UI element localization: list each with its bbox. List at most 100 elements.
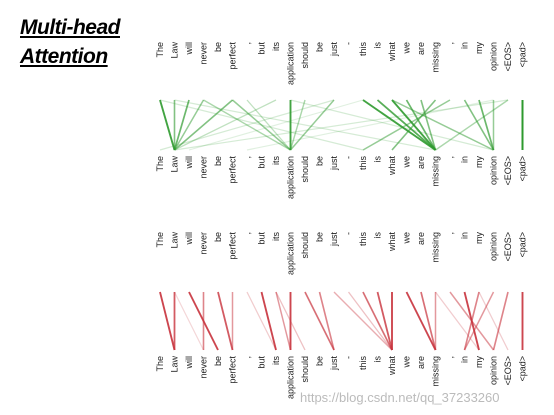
attention-link — [159, 99, 335, 151]
attention-link — [391, 99, 437, 151]
token-label: , — [242, 42, 252, 45]
token-label: <EOS> — [503, 232, 513, 262]
token-label: - — [344, 232, 354, 235]
attention-link — [275, 291, 306, 351]
attention-link — [173, 291, 205, 351]
token-label: is — [373, 156, 383, 163]
attention-link — [159, 291, 176, 351]
token-label: perfect — [228, 356, 238, 384]
token-label: <pad> — [518, 156, 528, 182]
token-label: its — [271, 232, 281, 242]
attention-link — [420, 291, 437, 351]
attention-link — [174, 99, 436, 151]
token-label: perfect — [228, 42, 238, 70]
attention-link — [478, 99, 495, 151]
token-label: should — [300, 356, 310, 383]
token-label: my — [474, 356, 484, 368]
attention-link — [246, 291, 277, 351]
token-label: Law — [170, 232, 180, 249]
token-label: <pad> — [518, 42, 528, 68]
token-label: this — [358, 156, 368, 171]
token-label: be — [315, 42, 325, 52]
token-label: we — [402, 156, 412, 169]
token-label: is — [373, 42, 383, 49]
token-label: we — [402, 42, 412, 55]
attention-link — [174, 99, 277, 151]
token-label: application — [286, 232, 296, 275]
token-label: opinion — [489, 42, 499, 71]
token-label: but — [257, 232, 267, 245]
token-label: - — [344, 42, 354, 45]
token-label: this — [358, 356, 368, 371]
token-label: its — [271, 156, 281, 166]
attention-link — [347, 291, 393, 351]
token-label: we — [402, 356, 412, 369]
attention-link — [275, 291, 292, 351]
token-label: will — [184, 232, 194, 246]
token-label: application — [286, 356, 296, 399]
token-label: are — [416, 232, 426, 245]
attention-link — [478, 291, 509, 351]
attention-link — [362, 99, 437, 151]
token-label: , — [445, 232, 455, 235]
token-label: just — [329, 232, 339, 248]
token-label: , — [445, 156, 455, 159]
token-label: my — [474, 156, 484, 168]
token-label: missing — [431, 42, 441, 73]
token-label: are — [416, 156, 426, 169]
attention-link — [362, 291, 393, 351]
token-label: be — [213, 42, 223, 52]
token-label: perfect — [228, 232, 238, 260]
token-label: just — [329, 356, 339, 372]
title-line: Multi-head — [20, 16, 121, 39]
token-label: application — [286, 156, 296, 199]
token-label: in — [460, 156, 470, 163]
attention-link — [333, 291, 393, 351]
token-label: The — [155, 232, 165, 248]
token-label: we — [402, 232, 412, 245]
attention-link — [405, 291, 437, 351]
token-label: be — [315, 232, 325, 242]
attention-link — [246, 99, 291, 151]
attention-link — [174, 99, 509, 151]
token-label: never — [199, 156, 209, 179]
token-label: Law — [170, 156, 180, 173]
token-label: but — [257, 156, 267, 169]
attention-link — [391, 99, 494, 151]
token-label: - — [344, 356, 354, 359]
token-label: my — [474, 42, 484, 54]
token-label: what — [387, 156, 397, 177]
token-label: , — [242, 356, 252, 359]
token-label: <EOS> — [503, 356, 513, 386]
token-label: this — [358, 42, 368, 57]
attention-link — [173, 99, 205, 151]
token-label: this — [358, 232, 368, 247]
token-label: <pad> — [518, 356, 528, 382]
token-label: never — [199, 356, 209, 379]
token-label: just — [329, 42, 339, 58]
token-label: Law — [170, 42, 180, 59]
token-label: never — [199, 42, 209, 65]
attention-link — [362, 99, 451, 151]
token-label: just — [329, 156, 339, 172]
token-label: in — [460, 356, 470, 363]
attention-link — [435, 291, 480, 351]
attention-link — [232, 99, 291, 151]
token-label: be — [213, 156, 223, 166]
token-label: , — [242, 156, 252, 159]
token-label: application — [286, 42, 296, 85]
token-label: will — [184, 356, 194, 370]
token-label: <pad> — [518, 232, 528, 258]
attention-link — [290, 99, 494, 151]
token-label: The — [155, 156, 165, 172]
token-label: what — [387, 356, 397, 377]
token-label: but — [257, 42, 267, 55]
token-label: are — [416, 356, 426, 369]
token-label: in — [460, 42, 470, 49]
attention-link — [492, 291, 509, 351]
token-label: opinion — [489, 232, 499, 261]
attention-link — [188, 99, 364, 151]
token-label: be — [213, 356, 223, 366]
token-label: , — [445, 42, 455, 45]
